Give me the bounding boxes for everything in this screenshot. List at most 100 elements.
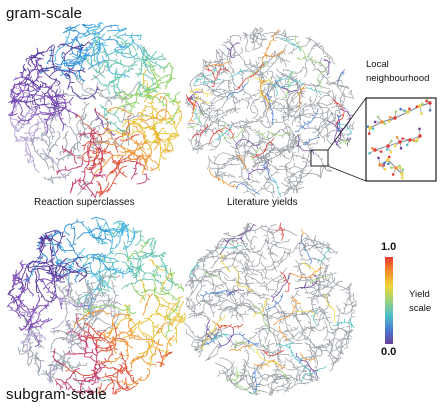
- network-branches: [115, 55, 181, 125]
- inset-node: [393, 144, 397, 148]
- inset-node: [390, 139, 393, 143]
- network-branches: [206, 224, 320, 379]
- network-branches: [226, 69, 345, 195]
- inset-node: [387, 120, 391, 123]
- colorbar-title-scale: scale: [409, 303, 432, 314]
- inset-node: [371, 127, 375, 131]
- network-branches: [49, 66, 148, 153]
- network-branches: [217, 222, 291, 356]
- zoom-region-box: [310, 149, 329, 167]
- inset-node: [393, 116, 397, 120]
- label-literature-yields: Literature yields: [227, 197, 298, 208]
- inset-node: [418, 104, 422, 108]
- zoom-line-bottom: [327, 165, 367, 182]
- network-branches: [7, 57, 116, 136]
- inset-node: [428, 101, 432, 105]
- inset-node: [373, 120, 377, 124]
- inset-node: [405, 143, 409, 147]
- network-branches: [203, 270, 333, 395]
- inset-node: [379, 150, 383, 153]
- inset-node: [387, 155, 391, 159]
- network-branches: [84, 34, 168, 134]
- network-branches: [104, 259, 186, 368]
- zoom-line-top: [327, 97, 367, 151]
- network-branches: [188, 244, 355, 382]
- inset-node: [368, 126, 372, 130]
- network-branches: [183, 222, 358, 397]
- inset-node: [408, 138, 412, 142]
- heading-gram-scale: gram-scale: [6, 5, 83, 22]
- inset-node: [383, 161, 386, 165]
- inset-node: [408, 107, 411, 110]
- inset-node: [377, 156, 380, 160]
- inset-node: [399, 147, 403, 150]
- network-branches: [193, 37, 353, 197]
- inset-node: [398, 140, 402, 144]
- inset-node: [376, 115, 380, 119]
- network-branches: [8, 295, 116, 384]
- inset-node: [420, 112, 423, 115]
- inset-node: [388, 115, 392, 119]
- inset-node: [383, 168, 387, 171]
- inset-node: [367, 132, 371, 135]
- inset-node: [428, 108, 432, 112]
- inset-node: [371, 147, 374, 150]
- inset-node: [380, 120, 384, 124]
- inset-frame: [365, 97, 437, 182]
- inset-node: [382, 164, 385, 167]
- inset-node: [416, 138, 419, 141]
- inset-node: [394, 166, 398, 170]
- inset-node: [401, 168, 405, 171]
- network-subgram-superclasses: [6, 216, 186, 396]
- network-branches: [52, 269, 122, 338]
- colorbar-title-yield: Yield: [409, 289, 430, 300]
- network-branches: [73, 293, 174, 386]
- inset-node: [412, 139, 416, 142]
- network-branches: [7, 230, 88, 312]
- inset-node: [373, 148, 377, 152]
- network-branches: [83, 240, 185, 338]
- network-branches: [40, 23, 127, 82]
- inset-node: [398, 166, 402, 170]
- inset-node: [399, 107, 402, 111]
- colorbar-max-label: 1.0: [381, 241, 397, 253]
- label-local: Local: [366, 59, 389, 70]
- inset-node: [387, 162, 390, 166]
- inset-node: [383, 122, 387, 125]
- inset-node: [386, 158, 390, 162]
- label-reaction-superclasses: Reaction superclasses: [34, 197, 135, 208]
- network-branches: [11, 41, 100, 111]
- inset-node: [418, 134, 422, 138]
- network-subgram-yields: [183, 222, 358, 397]
- network-branches: [51, 313, 110, 396]
- network-branches: [188, 76, 274, 105]
- inset-node: [395, 136, 399, 139]
- network-gram-superclasses: [7, 21, 183, 199]
- inset-node: [425, 99, 428, 103]
- network-branches: [51, 21, 153, 79]
- network-branches: [186, 35, 352, 161]
- heading-subgram-scale: subgram-scale: [6, 386, 107, 403]
- network-gram-yields: [184, 26, 355, 198]
- inset-node: [394, 110, 398, 113]
- inset-node: [390, 166, 393, 169]
- inset-node: [400, 176, 404, 180]
- inset-edge: [369, 102, 431, 129]
- inset-node: [415, 105, 419, 109]
- inset-node: [368, 151, 371, 155]
- inset-node: [400, 172, 404, 176]
- network-branches: [199, 234, 312, 395]
- inset-neighbourhood-graph: [366, 98, 432, 180]
- network-branches: [184, 26, 355, 198]
- inset-node: [385, 148, 389, 151]
- inset-node: [389, 150, 393, 154]
- inset-node: [391, 173, 395, 176]
- network-branches: [30, 106, 110, 196]
- inset-node: [421, 102, 424, 106]
- label-neighbourhood: neighbourhood: [366, 73, 430, 84]
- yield-colorbar: [385, 257, 393, 344]
- inset-node: [418, 127, 421, 131]
- inset-node: [406, 110, 410, 114]
- network-branches: [199, 252, 336, 365]
